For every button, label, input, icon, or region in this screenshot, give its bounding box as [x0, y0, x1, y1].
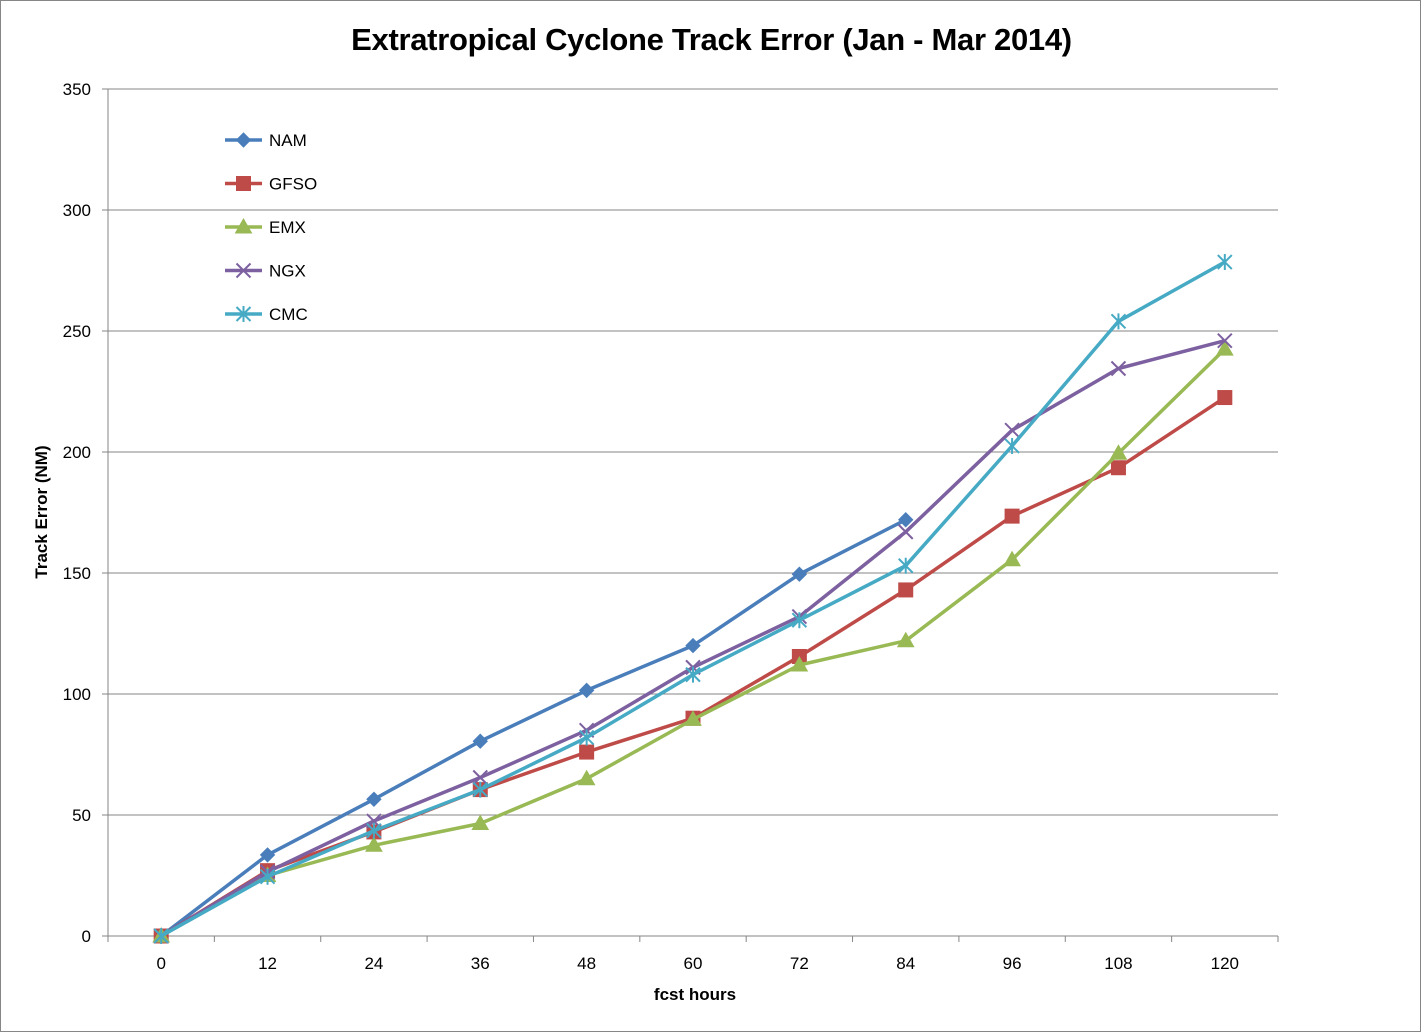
data-point: [153, 928, 169, 944]
y-tick-label: 150: [63, 564, 91, 583]
data-point: [366, 791, 382, 807]
x-tick-label: 0: [156, 954, 165, 973]
data-point: [1217, 332, 1233, 349]
x-axis-title: fcst hours: [654, 985, 736, 1004]
gridlines: [108, 88, 1278, 816]
data-point: [898, 557, 914, 574]
data-point: [577, 769, 596, 786]
legend: NAM GFSO EMX NGX CMC: [225, 131, 317, 324]
data-point: [1217, 390, 1233, 406]
data-point: [579, 744, 595, 760]
data-point: [790, 655, 809, 672]
data-point: [471, 814, 490, 830]
data-point: [235, 262, 252, 279]
data-point: [791, 566, 808, 582]
y-tick-label: 350: [63, 80, 91, 99]
x-tick-label: 24: [364, 954, 383, 973]
legend-item-emx: EMX: [225, 217, 306, 237]
x-tick-label: 48: [577, 954, 596, 973]
y-tick-label: 200: [63, 443, 91, 462]
data-point: [472, 733, 488, 749]
data-point: [898, 524, 914, 540]
x-tick-label: 108: [1104, 954, 1132, 973]
data-point: [1217, 254, 1233, 271]
data-point: [684, 710, 702, 726]
series-line: [160, 260, 1226, 938]
data-point: [472, 769, 488, 786]
x-tick-label: 96: [1003, 954, 1022, 973]
x-tick-label: 72: [790, 954, 809, 973]
data-point: [896, 631, 915, 648]
data-point: [1110, 460, 1126, 476]
data-point: [1110, 313, 1127, 330]
data-point: [1109, 444, 1128, 460]
data-point: [472, 781, 488, 798]
legend-item-cmc: CMC: [225, 305, 308, 324]
x-tick-label: 36: [471, 954, 490, 973]
y-axis-title: Track Error (NM): [32, 445, 51, 578]
x-tick-label: 84: [896, 954, 915, 973]
data-point: [1110, 360, 1127, 377]
data-point: [234, 217, 253, 234]
data-point: [1004, 437, 1020, 454]
data-point: [366, 822, 382, 839]
data-point: [1004, 422, 1020, 438]
data-point: [685, 637, 701, 654]
y-tick-label: 50: [72, 806, 91, 825]
data-point: [898, 512, 914, 528]
data-point: [1003, 550, 1021, 567]
legend-label: GFSO: [269, 175, 317, 194]
data-point: [791, 612, 808, 629]
y-tick-label: 250: [63, 322, 91, 341]
data-point: [365, 836, 383, 852]
legend-item-ngx: NGX: [225, 262, 306, 281]
legend-item-gfso: GFSO: [225, 175, 317, 194]
data-point: [235, 132, 252, 148]
y-tick-label: 300: [63, 201, 91, 220]
series-emx: [152, 340, 1234, 943]
legend-item-nam: NAM: [225, 131, 307, 150]
legend-label: EMX: [269, 218, 306, 237]
series-line: [160, 518, 907, 938]
data-point: [236, 176, 251, 191]
chart-title: Extratropical Cyclone Track Error (Jan -…: [351, 22, 1072, 57]
x-tick-label: 60: [684, 954, 703, 973]
data-point: [578, 682, 595, 699]
legend-label: NGX: [269, 262, 306, 281]
data-point: [259, 847, 276, 863]
y-tick-label: 100: [63, 685, 91, 704]
data-point: [685, 666, 701, 683]
data-point: [1004, 508, 1020, 524]
legend-label: CMC: [269, 305, 308, 324]
x-tick-label: 120: [1211, 954, 1239, 973]
data-point: [898, 582, 914, 598]
data-point: [235, 306, 252, 322]
x-tick-label: 12: [258, 954, 277, 973]
data-point: [1215, 340, 1234, 356]
series-cmc: [153, 254, 1233, 944]
axes: 0 50 100 150 200 250 300 350 0 12 24 36 48 60 72 84 96 10…: [63, 80, 1279, 973]
data-point: [259, 868, 276, 885]
legend-label: NAM: [269, 131, 307, 150]
y-tick-label: 0: [82, 927, 91, 946]
data-point: [578, 729, 595, 746]
series-lines: [152, 254, 1234, 944]
